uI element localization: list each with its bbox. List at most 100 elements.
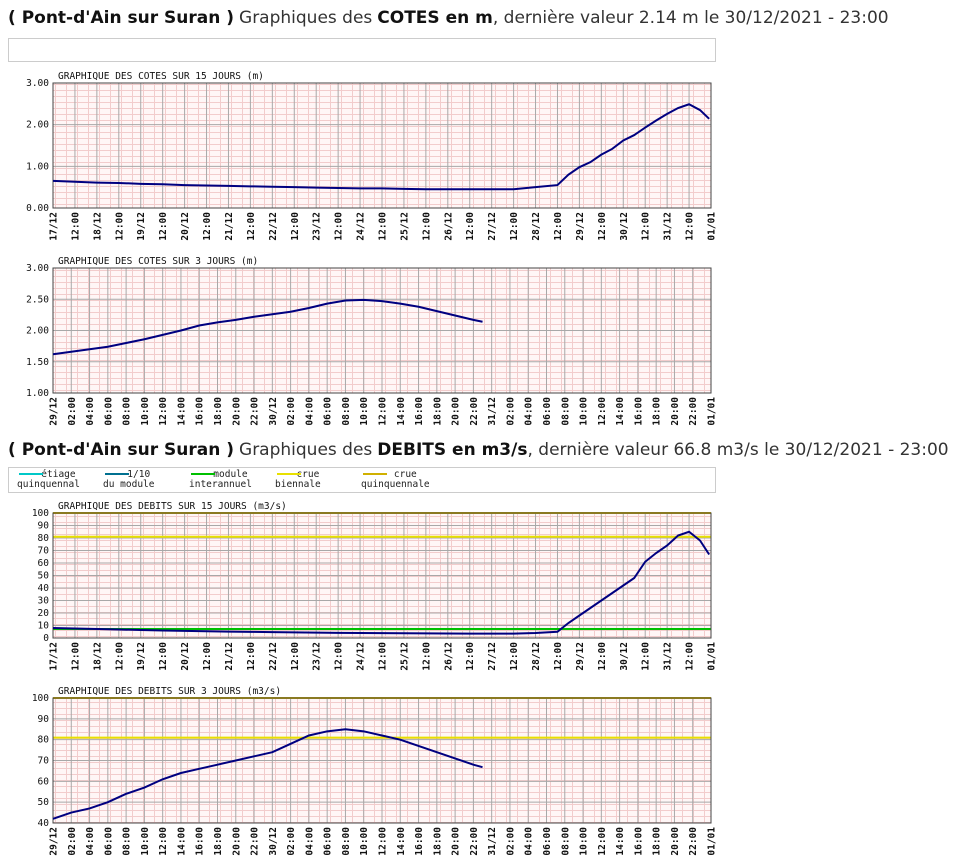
x-tick-label: 18/12 xyxy=(92,212,103,241)
legend-item: crue biennale xyxy=(275,470,321,490)
heading-last: , dernière valeur 66.8 m3/s le 30/12/202… xyxy=(527,440,949,460)
x-tick-label: 22:00 xyxy=(688,397,699,426)
x-tick-label: 23/12 xyxy=(312,642,323,671)
x-tick-label: 30/12 xyxy=(268,827,279,856)
x-tick-label: 12:00 xyxy=(465,212,476,241)
heading: ( Pont-d'Ain sur Suran ) Graphiques des DE… xyxy=(8,440,954,460)
chart-title: GRAPHIQUE DES COTES SUR 15 JOURS (m) xyxy=(58,71,264,82)
x-tick-label: 18:00 xyxy=(652,827,663,856)
legend-swatch xyxy=(19,473,43,475)
data-line xyxy=(52,103,710,191)
x-tick-label: 12:00 xyxy=(509,212,520,241)
x-tick-label: 22:00 xyxy=(688,827,699,856)
legend-label: interannuel xyxy=(189,479,252,490)
chart-title: GRAPHIQUE DES DEBITS SUR 3 JOURS (m3/s) xyxy=(58,686,281,697)
x-tick-label: 25/12 xyxy=(399,212,410,241)
x-tick-label: 04:00 xyxy=(524,827,535,856)
x-tick-label: 21/12 xyxy=(224,212,235,241)
legend-swatch xyxy=(105,473,129,475)
legend-label: étiage xyxy=(41,469,76,480)
legend-swatch xyxy=(277,473,301,475)
legend-label: quinquennale xyxy=(361,479,430,490)
x-tick-label: 08:00 xyxy=(560,397,571,426)
x-tick-label: 20:00 xyxy=(451,397,462,426)
y-tick-label: 80 xyxy=(38,735,50,746)
x-tick-label: 08:00 xyxy=(122,827,133,856)
x-tick-label: 12:00 xyxy=(114,642,125,671)
x-tick-label: 25/12 xyxy=(399,642,410,671)
legend-item: 1/10 du module xyxy=(103,470,154,490)
x-tick-label: 12:00 xyxy=(465,642,476,671)
y-tick-label: 40 xyxy=(38,818,50,829)
x-tick-label: 28/12 xyxy=(531,642,542,671)
x-tick-label: 29/12 xyxy=(49,397,60,426)
x-tick-label: 14:00 xyxy=(396,827,407,856)
x-tick-label: 04:00 xyxy=(85,827,96,856)
x-tick-label: 24/12 xyxy=(356,212,367,241)
x-tick-label: 20:00 xyxy=(670,827,681,856)
y-tick-label: 1.00 xyxy=(26,388,49,399)
x-tick-label: 10:00 xyxy=(359,397,370,426)
x-tick-label: 22/12 xyxy=(268,212,279,241)
legend-label: crue xyxy=(296,469,320,480)
plot-frame xyxy=(52,82,712,209)
x-tick-label: 17/12 xyxy=(49,212,60,241)
y-tick-label: 0.00 xyxy=(26,203,49,214)
y-tick-label: 70 xyxy=(38,756,50,767)
x-tick-label: 10:00 xyxy=(140,827,151,856)
legend-label: quinquennal xyxy=(17,479,80,490)
legend-item: module interannuel xyxy=(189,470,252,490)
x-tick-label: 22:00 xyxy=(469,397,480,426)
x-tick-label: 04:00 xyxy=(85,397,96,426)
x-tick-label: 06:00 xyxy=(542,397,553,426)
x-tick-label: 12:00 xyxy=(509,642,520,671)
x-tick-label: 04:00 xyxy=(304,397,315,426)
x-tick-label: 31/12 xyxy=(487,397,498,426)
x-tick-label: 12:00 xyxy=(246,642,257,671)
empty-legend-box xyxy=(8,38,716,62)
heading-text: Graphiques des xyxy=(239,8,373,28)
x-tick-label: 12:00 xyxy=(158,642,169,671)
x-tick-label: 21/12 xyxy=(224,642,235,671)
legend-label: biennale xyxy=(275,479,321,490)
y-tick-label: 80 xyxy=(38,533,50,544)
x-tick-label: 12:00 xyxy=(685,212,696,241)
y-tick-label: 40 xyxy=(38,583,50,594)
x-tick-label: 02:00 xyxy=(286,827,297,856)
x-tick-label: 14:00 xyxy=(615,397,626,426)
x-tick-label: 14:00 xyxy=(615,827,626,856)
x-tick-label: 06:00 xyxy=(323,827,334,856)
x-tick-label: 06:00 xyxy=(542,827,553,856)
station: ( Pont-d'Ain sur Suran ) xyxy=(8,440,235,460)
x-tick-label: 18:00 xyxy=(213,397,224,426)
heading-measure: DEBITS en m3/s xyxy=(377,440,528,460)
x-tick-label: 30/12 xyxy=(619,642,630,671)
x-tick-label: 12:00 xyxy=(597,397,608,426)
y-tick-label: 1.00 xyxy=(26,161,49,172)
x-tick-label: 01/01 xyxy=(707,827,718,856)
y-tick-label: 3.00 xyxy=(26,263,49,274)
x-tick-label: 20/12 xyxy=(180,212,191,241)
plot-frame xyxy=(52,512,712,639)
x-tick-label: 23/12 xyxy=(312,212,323,241)
x-tick-label: 12:00 xyxy=(158,827,169,856)
x-tick-label: 12:00 xyxy=(421,212,432,241)
x-tick-label: 22/12 xyxy=(268,642,279,671)
x-tick-label: 27/12 xyxy=(487,212,498,241)
x-tick-label: 17/12 xyxy=(49,642,60,671)
x-tick-label: 12:00 xyxy=(421,642,432,671)
x-tick-label: 29/12 xyxy=(575,212,586,241)
x-tick-label: 22:00 xyxy=(469,827,480,856)
x-tick-label: 20:00 xyxy=(451,827,462,856)
x-tick-label: 24/12 xyxy=(356,642,367,671)
x-tick-label: 14:00 xyxy=(396,397,407,426)
x-tick-label: 12:00 xyxy=(597,642,608,671)
data-line xyxy=(52,530,711,635)
x-tick-label: 16:00 xyxy=(414,827,425,856)
x-tick-label: 08:00 xyxy=(341,827,352,856)
data-line xyxy=(52,728,483,820)
y-tick-label: 100 xyxy=(32,508,49,519)
x-tick-label: 12:00 xyxy=(334,212,345,241)
x-tick-label: 19/12 xyxy=(136,642,147,671)
x-tick-label: 22:00 xyxy=(250,397,261,426)
